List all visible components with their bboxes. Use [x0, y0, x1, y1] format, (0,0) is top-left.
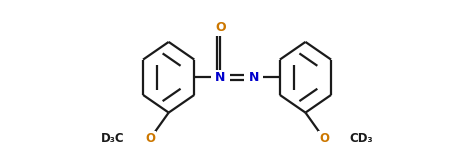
Text: O: O	[215, 21, 225, 34]
Text: N: N	[215, 71, 225, 84]
Text: D₃C: D₃C	[100, 132, 124, 145]
Text: N: N	[248, 71, 258, 84]
Text: O: O	[318, 132, 328, 145]
Text: O: O	[145, 132, 155, 145]
Text: CD₃: CD₃	[349, 132, 373, 145]
